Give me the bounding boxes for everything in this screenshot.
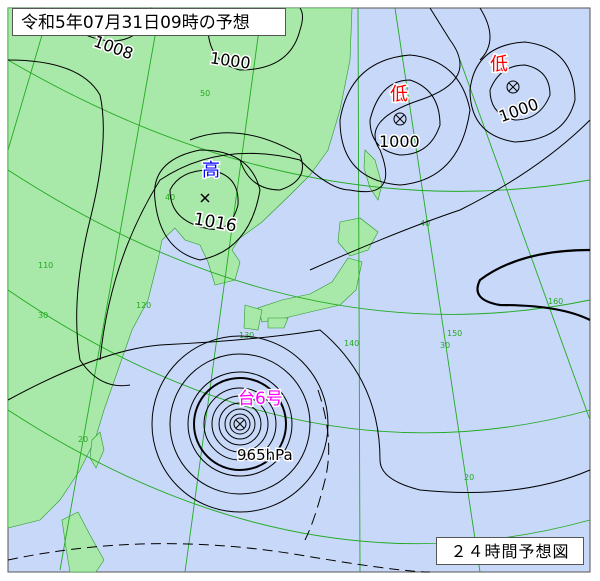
- lat-label: 20: [464, 473, 474, 482]
- lon-label: 110: [38, 261, 53, 270]
- forecast-title: 令和5年07月31日09時の予想: [12, 8, 286, 36]
- philippines: [61, 511, 105, 573]
- map-type-label: ２４時間予想図: [436, 537, 584, 565]
- typhoon-isobars: [151, 335, 329, 513]
- lat-label: 20: [78, 435, 88, 444]
- lon-label: 130: [239, 331, 254, 340]
- low-pressure: 1000: [379, 132, 420, 151]
- lat-label: 30: [440, 341, 450, 350]
- high-label: 高: [202, 160, 220, 181]
- isobars: [7, 7, 591, 573]
- high-center-icon: [200, 193, 210, 203]
- lat-label: 50: [200, 89, 210, 98]
- lon-label: 160: [548, 297, 563, 306]
- low-center-icon: [506, 80, 520, 94]
- low-center-icon: [393, 112, 407, 126]
- land: [7, 7, 383, 573]
- typhoon-pressure: 965hPa: [237, 446, 293, 464]
- system-markers: [200, 80, 520, 203]
- asia-mainland: [7, 7, 353, 529]
- lon-label: 150: [447, 329, 462, 338]
- lat-label: 30: [38, 311, 48, 320]
- lat-label: 40: [420, 219, 430, 228]
- typhoon-label: 台6号: [238, 389, 283, 409]
- lon-label: 140: [344, 339, 359, 348]
- taiwan: [89, 431, 105, 469]
- low-label: 低: [490, 54, 508, 75]
- kyushu: [243, 304, 263, 331]
- hokkaido: [337, 217, 379, 257]
- low-label: 低: [390, 84, 408, 105]
- lon-label: 120: [136, 301, 151, 310]
- shikoku: [267, 317, 289, 329]
